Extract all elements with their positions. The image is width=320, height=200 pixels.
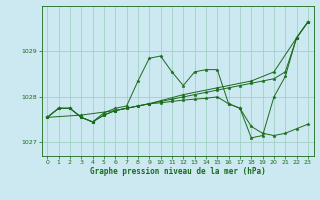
X-axis label: Graphe pression niveau de la mer (hPa): Graphe pression niveau de la mer (hPa) [90,167,266,176]
